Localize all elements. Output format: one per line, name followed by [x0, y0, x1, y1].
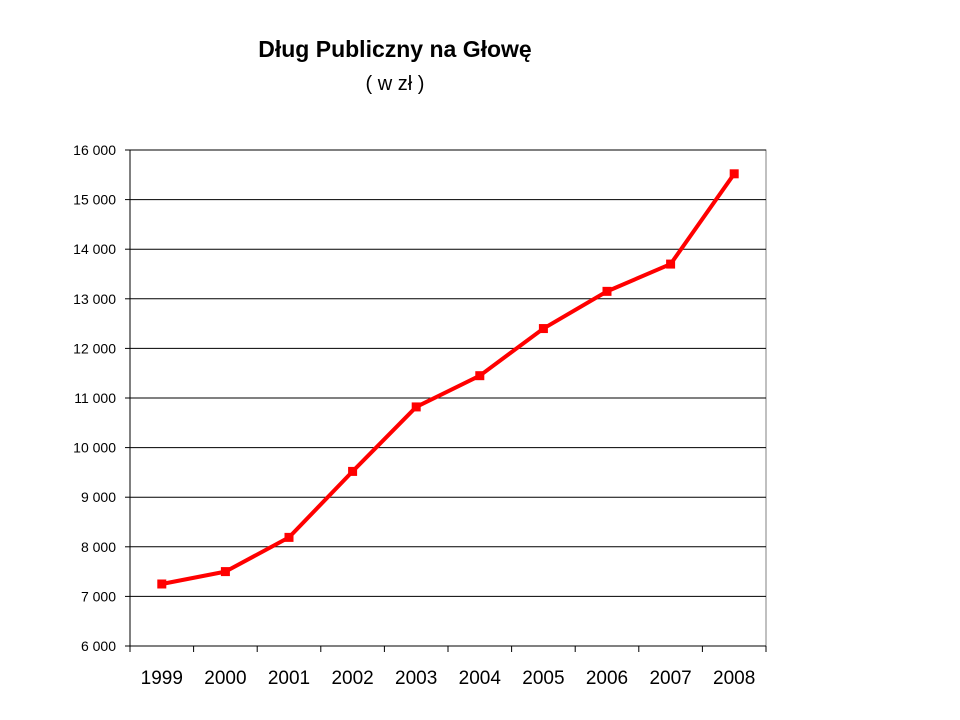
- y-tick-label: 12 000: [73, 340, 116, 356]
- y-tick-label: 8 000: [81, 539, 116, 555]
- x-tick-label: 2004: [459, 668, 502, 689]
- data-point-marker: [475, 371, 485, 381]
- axes: [125, 149, 767, 652]
- x-tick-label: 2008: [713, 668, 755, 689]
- y-tick-label: 15 000: [73, 192, 116, 208]
- data-point-marker: [284, 532, 294, 542]
- x-tick-label: 1999: [141, 668, 183, 689]
- x-tick-label: 2000: [204, 668, 246, 689]
- gridlines: [130, 149, 766, 597]
- data-point-marker: [666, 259, 676, 269]
- x-tick-label: 2001: [268, 668, 310, 689]
- chart-subtitle: ( w zł ): [366, 73, 425, 95]
- data-point-marker: [602, 286, 612, 296]
- data-point-marker: [348, 466, 358, 476]
- series-line: [159, 171, 737, 586]
- data-point-marker: [220, 567, 230, 577]
- y-tick-label: 14 000: [73, 241, 116, 257]
- x-tick-label: 2006: [586, 668, 628, 689]
- y-tick-label: 10 000: [73, 440, 116, 456]
- data-point-marker: [157, 579, 167, 589]
- series-markers: [157, 169, 739, 589]
- y-axis-tick-labels: 6 000 7 000 8 000 9 000 10 000 11 000 12 000 13…: [73, 142, 116, 654]
- data-point-marker: [729, 169, 739, 179]
- x-axis-tick-labels: 1999 2000 2001 2002 2003 2004 2005 2006 2007 2008: [141, 668, 756, 689]
- y-tick-label: 9 000: [81, 489, 116, 505]
- y-tick-label: 13 000: [73, 291, 116, 307]
- y-tick-label: 16 000: [73, 142, 116, 158]
- y-tick-label: 6 000: [81, 638, 116, 654]
- x-tick-label: 2007: [649, 668, 691, 689]
- x-tick-label: 2005: [522, 668, 564, 689]
- y-tick-label: 11 000: [74, 390, 116, 406]
- series-line-path: [159, 171, 737, 586]
- x-tick-label: 2003: [395, 668, 437, 689]
- y-tick-label: 7 000: [81, 588, 116, 604]
- chart-title: Dług Publiczny na Głowę: [258, 36, 531, 62]
- data-point-marker: [411, 402, 421, 412]
- data-point-marker: [538, 324, 548, 334]
- x-tick-label: 2002: [331, 668, 373, 689]
